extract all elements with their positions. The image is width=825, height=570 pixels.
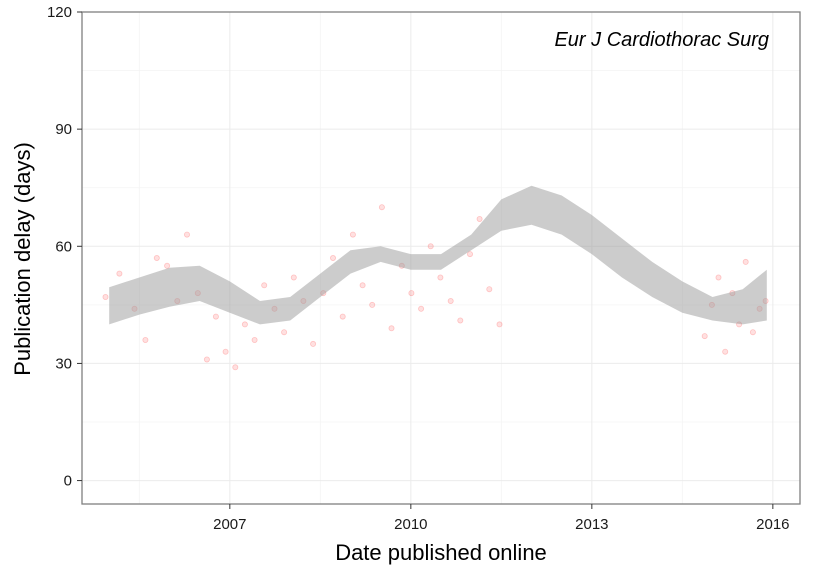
x-tick-label: 2016 [756,516,789,533]
data-point [281,329,288,336]
data-point [349,231,356,238]
data-point [486,286,493,293]
data-point [742,258,749,265]
data-point [457,317,464,324]
data-point [701,333,708,340]
data-point [359,282,366,289]
y-axis-title: Publication delay (days) [10,142,35,376]
data-point [102,293,109,300]
data-point [232,364,239,371]
data-point [251,336,258,343]
data-point [476,215,483,222]
y-tick-label: 60 [55,238,72,255]
y-tick-label: 0 [64,473,72,490]
y-tick-label: 120 [47,4,72,21]
x-tick-label: 2007 [213,516,246,533]
minor-gridlines [82,12,800,504]
data-point [203,356,210,363]
x-axis-title: Date published online [335,540,547,565]
journal-annotation: Eur J Cardiothorac Surg [554,29,769,51]
data-point [408,290,415,297]
data-point [142,336,149,343]
data-point [222,348,229,355]
data-point [378,204,385,211]
data-point [183,231,190,238]
data-point [496,321,503,328]
data-point [261,282,268,289]
data-point [369,301,376,308]
data-point [437,274,444,281]
data-point [388,325,395,332]
plot-frame [81,11,801,505]
confidence-band [109,185,767,325]
y-tick-label: 90 [55,121,72,138]
x-tick-label: 2013 [575,516,608,533]
data-point [749,329,756,336]
data-point [329,254,336,261]
x-tick-label: 2010 [394,516,427,533]
data-point [241,321,248,328]
data-point [164,262,171,269]
data-point [116,270,123,277]
smooth-confidence-band [109,185,767,325]
data-point [153,254,160,261]
data-point [722,348,729,355]
data-point [290,274,297,281]
data-point [715,274,722,281]
data-point [466,251,473,258]
y-axis-ticks: 0 30 60 90 120 [47,4,82,490]
data-point [427,243,434,250]
data-point [339,313,346,320]
data-point [212,313,219,320]
data-point [447,297,454,304]
x-axis-ticks: 2007 2010 2013 2016 [213,504,790,533]
data-point [310,340,317,347]
data-point [418,305,425,312]
y-tick-label: 30 [55,355,72,372]
